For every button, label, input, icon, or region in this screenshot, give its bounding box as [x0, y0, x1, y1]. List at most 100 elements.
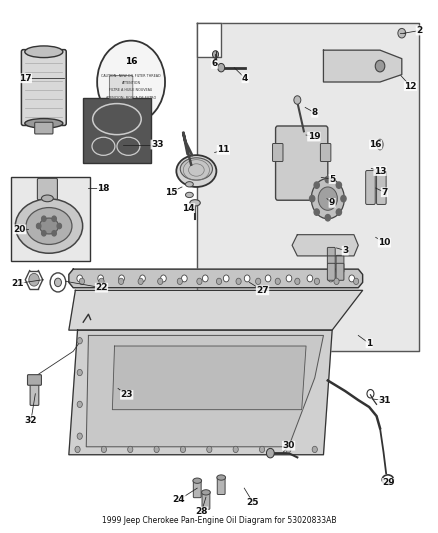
Circle shape — [207, 446, 212, 453]
Circle shape — [259, 446, 265, 453]
Circle shape — [312, 446, 318, 453]
Text: 18: 18 — [97, 183, 110, 192]
Circle shape — [218, 63, 225, 72]
Circle shape — [180, 446, 186, 453]
Circle shape — [77, 401, 82, 408]
Text: 3: 3 — [342, 246, 348, 255]
FancyBboxPatch shape — [327, 263, 335, 280]
Circle shape — [42, 216, 46, 221]
Ellipse shape — [180, 158, 212, 180]
Circle shape — [77, 369, 82, 376]
Circle shape — [341, 196, 346, 202]
Circle shape — [255, 278, 261, 285]
Circle shape — [77, 337, 82, 344]
Circle shape — [314, 278, 320, 285]
FancyBboxPatch shape — [272, 143, 283, 161]
Circle shape — [265, 275, 271, 282]
Text: 30: 30 — [283, 441, 295, 450]
Circle shape — [294, 96, 301, 104]
Circle shape — [244, 275, 250, 282]
Circle shape — [127, 446, 133, 453]
Polygon shape — [86, 335, 323, 447]
Circle shape — [52, 216, 57, 221]
Circle shape — [307, 275, 313, 282]
Circle shape — [119, 275, 124, 282]
Ellipse shape — [25, 46, 63, 58]
Text: 27: 27 — [256, 286, 269, 295]
Polygon shape — [323, 50, 402, 82]
Text: 4: 4 — [242, 74, 248, 83]
FancyBboxPatch shape — [11, 177, 90, 261]
Circle shape — [118, 278, 124, 285]
Text: ATENCION: ROSCA DE FILTRO: ATENCION: ROSCA DE FILTRO — [106, 96, 156, 100]
Polygon shape — [292, 235, 358, 256]
Circle shape — [36, 223, 41, 229]
Circle shape — [325, 215, 330, 221]
Text: 1: 1 — [366, 339, 372, 348]
Circle shape — [295, 278, 300, 285]
Circle shape — [336, 209, 342, 215]
Circle shape — [202, 275, 208, 282]
Polygon shape — [197, 22, 419, 351]
Circle shape — [181, 275, 187, 282]
FancyBboxPatch shape — [327, 247, 335, 264]
Text: 21: 21 — [12, 279, 24, 288]
Ellipse shape — [185, 192, 193, 198]
FancyBboxPatch shape — [28, 375, 42, 385]
FancyBboxPatch shape — [110, 76, 133, 99]
Circle shape — [212, 51, 219, 58]
Text: 16: 16 — [369, 140, 382, 149]
Polygon shape — [69, 330, 332, 455]
Ellipse shape — [201, 490, 210, 495]
Text: 8: 8 — [311, 108, 318, 117]
Circle shape — [334, 278, 339, 285]
Text: 25: 25 — [247, 498, 259, 507]
Circle shape — [266, 448, 274, 458]
Text: 19: 19 — [307, 132, 320, 141]
Ellipse shape — [25, 118, 63, 128]
Text: ATTENTION: ATTENTION — [121, 81, 141, 85]
Circle shape — [275, 278, 280, 285]
Circle shape — [310, 196, 315, 202]
Circle shape — [311, 179, 344, 219]
Circle shape — [349, 275, 355, 282]
Circle shape — [398, 28, 406, 38]
Text: 13: 13 — [374, 166, 386, 175]
FancyBboxPatch shape — [83, 99, 151, 163]
Text: 15: 15 — [165, 188, 177, 197]
Circle shape — [101, 446, 106, 453]
Ellipse shape — [377, 139, 383, 150]
Text: 5: 5 — [329, 174, 335, 183]
Ellipse shape — [217, 475, 226, 480]
FancyBboxPatch shape — [193, 480, 201, 498]
Circle shape — [233, 446, 238, 453]
Circle shape — [328, 275, 334, 282]
Circle shape — [314, 209, 319, 215]
Circle shape — [158, 278, 163, 285]
Circle shape — [353, 278, 359, 285]
Circle shape — [140, 275, 145, 282]
Ellipse shape — [15, 199, 83, 253]
Circle shape — [223, 275, 229, 282]
Text: 2: 2 — [416, 26, 422, 35]
FancyBboxPatch shape — [366, 171, 375, 205]
Circle shape — [79, 278, 85, 285]
Circle shape — [154, 446, 159, 453]
Ellipse shape — [190, 200, 200, 206]
Polygon shape — [69, 290, 363, 330]
Circle shape — [286, 446, 291, 453]
Text: 24: 24 — [173, 495, 185, 504]
Circle shape — [138, 278, 143, 285]
Circle shape — [98, 275, 103, 282]
Text: 9: 9 — [329, 198, 336, 207]
Circle shape — [97, 41, 165, 123]
Circle shape — [99, 278, 104, 285]
Text: FILTRE A HUILE NOUVEAU: FILTRE A HUILE NOUVEAU — [110, 88, 153, 92]
Text: 22: 22 — [95, 283, 108, 292]
Circle shape — [325, 176, 330, 183]
FancyBboxPatch shape — [30, 383, 39, 406]
Circle shape — [286, 275, 292, 282]
Text: 14: 14 — [182, 204, 195, 213]
Text: 28: 28 — [195, 507, 208, 516]
Circle shape — [77, 433, 82, 439]
